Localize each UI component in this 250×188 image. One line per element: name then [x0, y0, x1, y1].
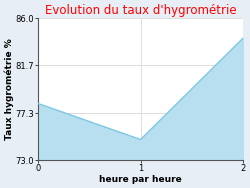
X-axis label: heure par heure: heure par heure — [99, 175, 182, 184]
Y-axis label: Taux hygrométrie %: Taux hygrométrie % — [4, 38, 14, 140]
Title: Evolution du taux d'hygrométrie: Evolution du taux d'hygrométrie — [45, 4, 236, 17]
